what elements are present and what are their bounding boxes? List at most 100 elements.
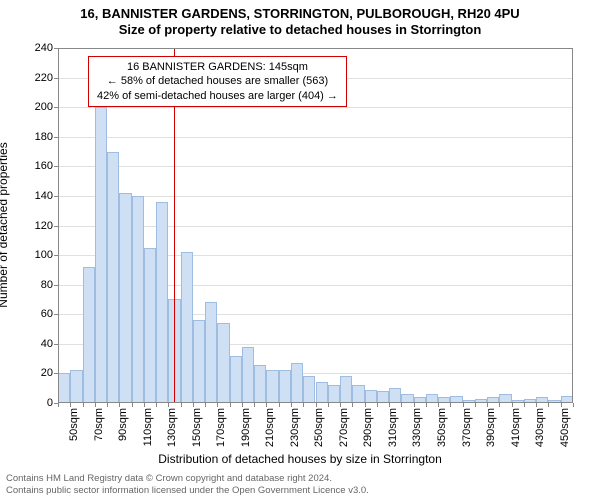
histogram-bar xyxy=(119,193,131,403)
histogram-bar xyxy=(512,400,524,403)
x-tick-mark xyxy=(548,403,549,407)
y-tick-mark xyxy=(54,314,58,315)
x-tick-mark xyxy=(95,403,96,407)
x-tick-mark xyxy=(352,403,353,407)
histogram-bar xyxy=(499,394,511,403)
gridline xyxy=(58,107,573,108)
histogram-plot: 02040608010012014016018020022024050sqm70… xyxy=(58,48,573,403)
gridline xyxy=(58,137,573,138)
x-tick-label: 170sqm xyxy=(215,408,227,447)
x-tick-label: 190sqm xyxy=(240,408,252,447)
x-tick-mark xyxy=(487,403,488,407)
histogram-bar xyxy=(291,363,303,403)
y-tick-mark xyxy=(54,137,58,138)
x-tick-label: 150sqm xyxy=(191,408,203,447)
gridline xyxy=(58,166,573,167)
histogram-bar xyxy=(95,107,107,403)
y-tick-mark xyxy=(54,78,58,79)
x-tick-mark xyxy=(266,403,267,407)
x-tick-label: 390sqm xyxy=(485,408,497,447)
y-tick-mark xyxy=(54,226,58,227)
y-tick-mark xyxy=(54,48,58,49)
histogram-bar xyxy=(279,370,291,403)
x-tick-mark xyxy=(205,403,206,407)
x-tick-mark xyxy=(193,403,194,407)
y-tick-label: 0 xyxy=(23,397,53,409)
x-tick-label: 330sqm xyxy=(411,408,423,447)
y-tick-label: 220 xyxy=(23,72,53,84)
y-tick-mark xyxy=(54,255,58,256)
x-tick-mark xyxy=(156,403,157,407)
x-tick-label: 70sqm xyxy=(93,408,105,441)
x-tick-mark xyxy=(340,403,341,407)
histogram-bar xyxy=(132,196,144,403)
x-tick-mark xyxy=(303,403,304,407)
histogram-bar xyxy=(414,397,426,403)
x-tick-mark xyxy=(58,403,59,407)
histogram-bar xyxy=(83,267,95,403)
x-tick-mark xyxy=(475,403,476,407)
x-tick-label: 250sqm xyxy=(313,408,325,447)
y-tick-label: 120 xyxy=(23,220,53,232)
y-tick-mark xyxy=(54,166,58,167)
footnote-line2: Contains public sector information licen… xyxy=(6,485,369,497)
histogram-bar xyxy=(181,252,193,403)
histogram-bar xyxy=(475,399,487,403)
histogram-bar xyxy=(254,365,266,403)
x-tick-mark xyxy=(70,403,71,407)
x-tick-mark xyxy=(401,403,402,407)
x-tick-mark xyxy=(181,403,182,407)
histogram-bar xyxy=(328,385,340,403)
x-tick-label: 410sqm xyxy=(510,408,522,447)
histogram-bar xyxy=(548,400,560,403)
histogram-bar xyxy=(217,323,229,403)
histogram-bar xyxy=(156,202,168,403)
histogram-bar xyxy=(487,397,499,403)
histogram-bar xyxy=(340,376,352,403)
histogram-bar xyxy=(107,152,119,403)
histogram-bar xyxy=(463,400,475,403)
x-tick-label: 450sqm xyxy=(559,408,571,447)
x-tick-mark xyxy=(438,403,439,407)
y-tick-mark xyxy=(54,107,58,108)
x-tick-mark xyxy=(119,403,120,407)
x-tick-mark xyxy=(426,403,427,407)
y-tick-label: 80 xyxy=(23,279,53,291)
x-tick-mark xyxy=(377,403,378,407)
y-tick-mark xyxy=(54,196,58,197)
info-box-line: ← 58% of detached houses are smaller (56… xyxy=(97,74,338,88)
y-tick-label: 100 xyxy=(23,249,53,261)
histogram-bar xyxy=(230,356,242,403)
histogram-bar xyxy=(352,385,364,403)
x-tick-mark xyxy=(450,403,451,407)
y-tick-label: 140 xyxy=(23,190,53,202)
histogram-bar xyxy=(316,382,328,403)
x-tick-mark xyxy=(512,403,513,407)
histogram-bar xyxy=(70,370,82,403)
histogram-bar xyxy=(561,396,573,403)
chart-title-line1: 16, BANNISTER GARDENS, STORRINGTON, PULB… xyxy=(0,6,600,22)
x-tick-mark xyxy=(328,403,329,407)
x-tick-label: 130sqm xyxy=(166,408,178,447)
histogram-bar xyxy=(389,388,401,403)
histogram-bar xyxy=(144,248,156,403)
chart-title-block: 16, BANNISTER GARDENS, STORRINGTON, PULB… xyxy=(0,0,600,39)
x-tick-label: 310sqm xyxy=(387,408,399,447)
y-tick-label: 180 xyxy=(23,131,53,143)
y-tick-label: 40 xyxy=(23,338,53,350)
x-tick-label: 50sqm xyxy=(68,408,80,441)
y-tick-label: 60 xyxy=(23,308,53,320)
histogram-bar xyxy=(450,396,462,403)
histogram-bar xyxy=(58,373,70,403)
x-tick-label: 350sqm xyxy=(436,408,448,447)
x-tick-mark xyxy=(316,403,317,407)
x-tick-mark xyxy=(573,403,574,407)
histogram-bar xyxy=(365,390,377,403)
footnote: Contains HM Land Registry data © Crown c… xyxy=(6,473,369,497)
x-tick-mark xyxy=(561,403,562,407)
x-tick-label: 370sqm xyxy=(461,408,473,447)
y-tick-label: 160 xyxy=(23,160,53,172)
y-axis-label: Number of detached properties xyxy=(0,142,10,307)
histogram-bar xyxy=(536,397,548,403)
histogram-bar xyxy=(303,376,315,403)
